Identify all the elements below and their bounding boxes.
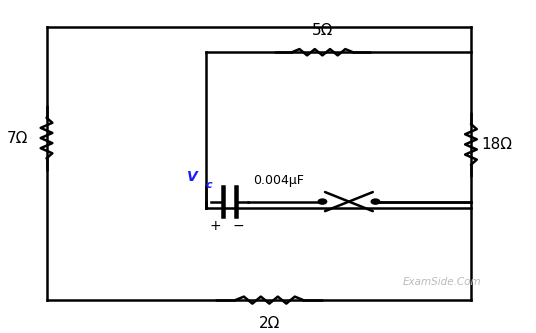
Text: ExamSide.Com: ExamSide.Com	[403, 277, 481, 287]
Text: c: c	[206, 179, 212, 189]
Circle shape	[318, 199, 326, 204]
Text: V: V	[187, 170, 198, 184]
Text: 0.004μF: 0.004μF	[254, 174, 304, 187]
Text: 2Ω: 2Ω	[259, 316, 280, 331]
Text: 5Ω: 5Ω	[312, 23, 333, 38]
Text: 18Ω: 18Ω	[481, 137, 512, 152]
Text: +: +	[210, 219, 221, 233]
Text: −: −	[233, 219, 244, 233]
Text: 7Ω: 7Ω	[6, 131, 28, 146]
Circle shape	[371, 199, 379, 204]
